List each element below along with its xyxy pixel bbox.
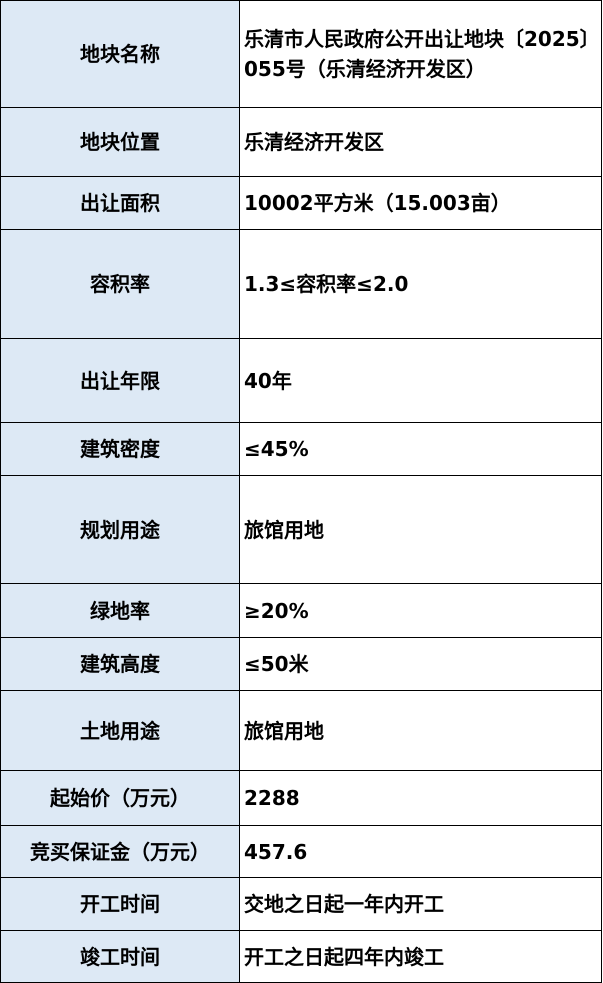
row-label: 土地用途 bbox=[0, 690, 240, 771]
row-label: 开工时间 bbox=[0, 877, 240, 931]
table-row: 地块名称 乐清市人民政府公开出让地块〔2025〕055号（乐清经济开发区） bbox=[0, 0, 602, 108]
row-value: ≤45% bbox=[239, 422, 602, 476]
table-row: 绿地率 ≥20% bbox=[0, 583, 602, 638]
row-value: 开工之日起四年内竣工 bbox=[239, 930, 602, 983]
table-row: 容积率 1.3≤容积率≤2.0 bbox=[0, 229, 602, 339]
row-label: 出让年限 bbox=[0, 338, 240, 423]
table-row: 建筑密度 ≤45% bbox=[0, 422, 602, 476]
table-row: 出让年限 40年 bbox=[0, 338, 602, 423]
row-label: 地块位置 bbox=[0, 107, 240, 177]
row-label: 起始价（万元） bbox=[0, 770, 240, 826]
row-label: 容积率 bbox=[0, 229, 240, 339]
table-row: 地块位置 乐清经济开发区 bbox=[0, 107, 602, 177]
row-value: ≤50米 bbox=[239, 637, 602, 691]
row-value: 乐清经济开发区 bbox=[239, 107, 602, 177]
row-value: 2288 bbox=[239, 770, 602, 826]
table-row: 土地用途 旅馆用地 bbox=[0, 690, 602, 771]
table-row: 竞买保证金（万元） 457.6 bbox=[0, 825, 602, 878]
row-label: 建筑密度 bbox=[0, 422, 240, 476]
row-value: 10002平方米（15.003亩） bbox=[239, 176, 602, 230]
row-label: 竣工时间 bbox=[0, 930, 240, 983]
row-label: 出让面积 bbox=[0, 176, 240, 230]
table-row: 建筑高度 ≤50米 bbox=[0, 637, 602, 691]
row-label: 竞买保证金（万元） bbox=[0, 825, 240, 878]
row-label: 建筑高度 bbox=[0, 637, 240, 691]
row-value: 旅馆用地 bbox=[239, 475, 602, 584]
row-value: 乐清市人民政府公开出让地块〔2025〕055号（乐清经济开发区） bbox=[239, 0, 602, 108]
row-value: 40年 bbox=[239, 338, 602, 423]
table-row: 开工时间 交地之日起一年内开工 bbox=[0, 877, 602, 931]
row-label: 地块名称 bbox=[0, 0, 240, 108]
row-value: ≥20% bbox=[239, 583, 602, 638]
table-row: 竣工时间 开工之日起四年内竣工 bbox=[0, 930, 602, 983]
table-row: 出让面积 10002平方米（15.003亩） bbox=[0, 176, 602, 230]
row-value: 457.6 bbox=[239, 825, 602, 878]
row-value: 1.3≤容积率≤2.0 bbox=[239, 229, 602, 339]
table-row: 起始价（万元） 2288 bbox=[0, 770, 602, 826]
row-value: 旅馆用地 bbox=[239, 690, 602, 771]
row-value: 交地之日起一年内开工 bbox=[239, 877, 602, 931]
table-row: 规划用途 旅馆用地 bbox=[0, 475, 602, 584]
row-label: 绿地率 bbox=[0, 583, 240, 638]
row-label: 规划用途 bbox=[0, 475, 240, 584]
